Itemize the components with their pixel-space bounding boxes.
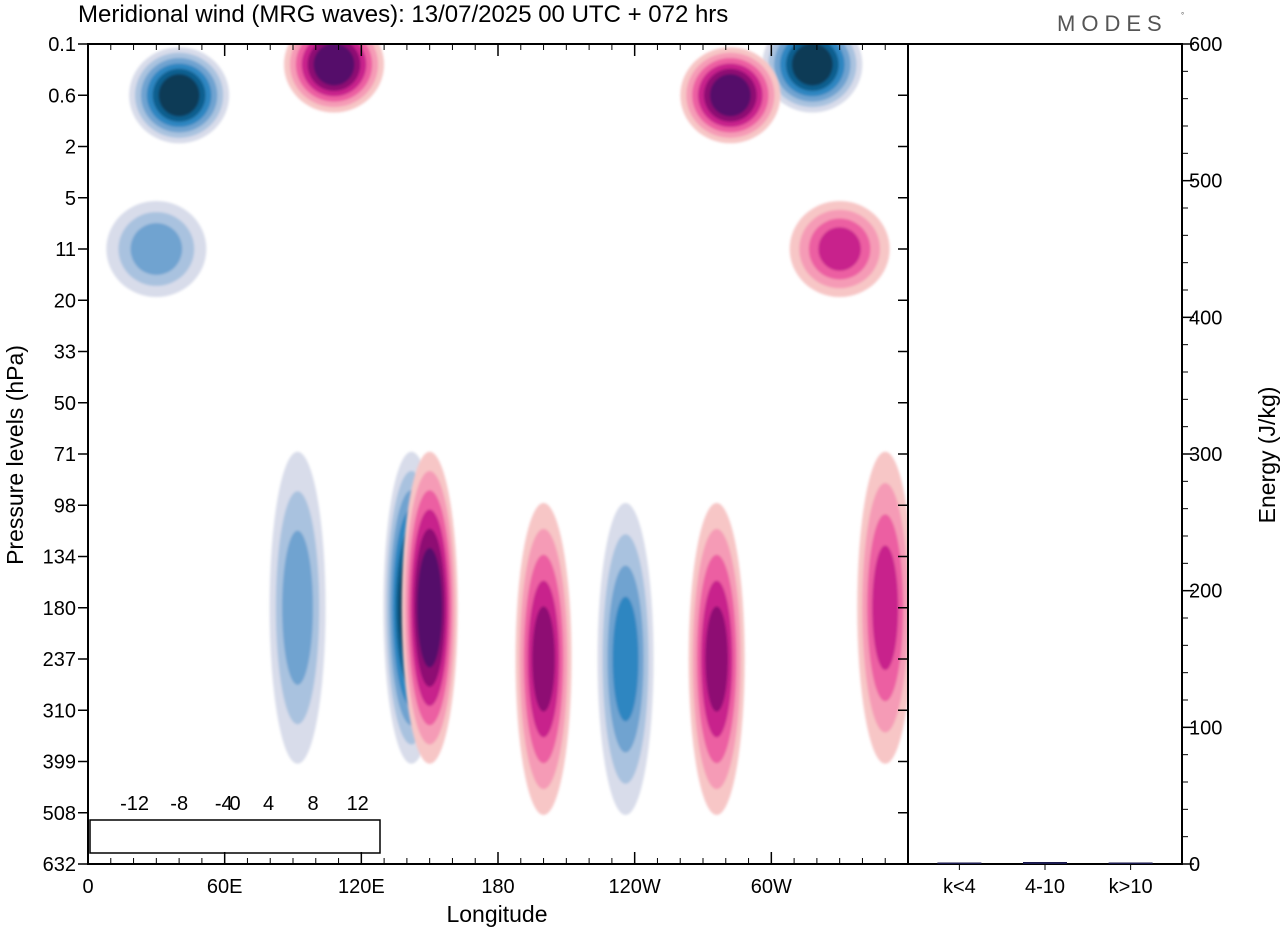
wind-anomaly-negative [597, 503, 654, 815]
energy-bar [1108, 862, 1153, 864]
energy-tick-label: 600 [1189, 34, 1222, 56]
x-tick-label: 180 [481, 876, 514, 898]
registered-mark-icon: ° [1181, 11, 1184, 20]
wind-anomaly-positive [284, 44, 384, 113]
wind-anomaly-negative [129, 47, 230, 144]
colorbar-tick-label: -12 [120, 793, 149, 815]
energy-axis-label: Energy (J/kg) [1254, 387, 1280, 524]
energy-tick-label: 0 [1189, 854, 1200, 876]
contour-level [872, 545, 899, 671]
y-tick-label: 508 [43, 803, 76, 825]
x-tick-label: 60E [207, 876, 243, 898]
y-tick-label: 33 [54, 342, 76, 364]
y-tick-label: 11 [55, 239, 76, 261]
contour-level [715, 79, 745, 111]
energy-tick-label: 400 [1189, 307, 1222, 329]
y-tick-label: 399 [43, 752, 76, 774]
wind-anomaly-positive [680, 47, 781, 144]
longitude-axis: 0 60E 120E 180 120W 60W [82, 44, 886, 898]
contour-level [818, 227, 861, 271]
wind-anomaly-positive [401, 451, 458, 764]
heatmap-background [88, 44, 908, 864]
y-tick-label: 180 [43, 598, 76, 620]
x-tick-label: 120E [338, 876, 385, 898]
contour-level [130, 223, 183, 275]
energy-tick-label: 300 [1189, 444, 1222, 466]
wind-anomaly-negative [762, 44, 863, 113]
contour-level [164, 79, 194, 111]
wind-anomaly-negative [269, 451, 326, 764]
modes-logo: MODES [1057, 11, 1168, 36]
colorbar-tick-label: 0 [229, 793, 240, 815]
y-tick-label: 20 [54, 290, 76, 312]
energy-tick-label: 200 [1189, 581, 1222, 603]
y-tick-label: 71 [54, 444, 76, 466]
contour-level [612, 596, 639, 722]
wind-anomaly-positive [688, 503, 745, 815]
x-tick-label: 60W [751, 876, 792, 898]
energy-bar [937, 862, 982, 864]
energy-axis: 0 100 200 300 400 500 600 [1182, 34, 1222, 876]
energy-tick-label: 100 [1189, 717, 1222, 739]
wind-anomaly-positive [515, 503, 572, 815]
colorbar-tick-label: -8 [170, 793, 188, 815]
contour-level [319, 48, 349, 81]
energy-bars: k<4 4-10 k>10 [937, 862, 1153, 898]
colorbar-frame [89, 819, 381, 854]
wind-anomaly-negative [106, 201, 207, 297]
contour-level [420, 567, 440, 649]
wind-anomaly-positive [857, 451, 908, 764]
y-tick-label: 0.6 [48, 85, 76, 107]
y-tick-label: 237 [43, 649, 76, 671]
colorbar-tick-label: 8 [308, 793, 319, 815]
y-tick-label: 2 [65, 137, 76, 159]
wind-anomaly-positive [789, 201, 890, 297]
colorbar-tick-label: 12 [347, 793, 369, 815]
contour-level [797, 48, 827, 81]
colorbar: -12 -8 -40 4 8 12 [89, 793, 381, 854]
y-tick-label: 134 [43, 547, 76, 569]
contour-level [705, 606, 729, 712]
energy-category-label: k>10 [1109, 876, 1153, 898]
y-axis-label: Pressure levels (hPa) [2, 345, 28, 565]
y-tick-label: 50 [54, 393, 76, 415]
y-tick-label: 632 [43, 854, 76, 876]
x-axis-label: Longitude [446, 901, 547, 927]
energy-tick-label: 500 [1189, 171, 1222, 193]
energy-panel-frame [907, 43, 1183, 865]
colorbar-backdrop [89, 819, 381, 854]
chart-title: Meridional wind (MRG waves): 13/07/2025 … [78, 1, 728, 28]
colorbar-tick-label: -4 [215, 793, 233, 815]
pressure-axis: 0.1 0.6 2 5 11 20 33 50 71 98 134 180 237 310 399 508 63… [43, 34, 908, 876]
x-tick-label: 0 [82, 876, 93, 898]
energy-category-label: 4-10 [1025, 876, 1065, 898]
y-tick-label: 0.1 [48, 34, 76, 56]
x-tick-label: 120W [609, 876, 661, 898]
y-tick-label: 98 [54, 495, 76, 517]
contour-level [532, 606, 555, 712]
colorbar-tick-label: 4 [263, 793, 274, 815]
y-tick-label: 5 [65, 188, 76, 210]
energy-category-label: k<4 [943, 876, 976, 898]
energy-bar [1023, 862, 1067, 864]
wind-contour-field [106, 44, 908, 815]
contour-level [282, 530, 313, 685]
y-tick-label: 310 [43, 700, 76, 722]
